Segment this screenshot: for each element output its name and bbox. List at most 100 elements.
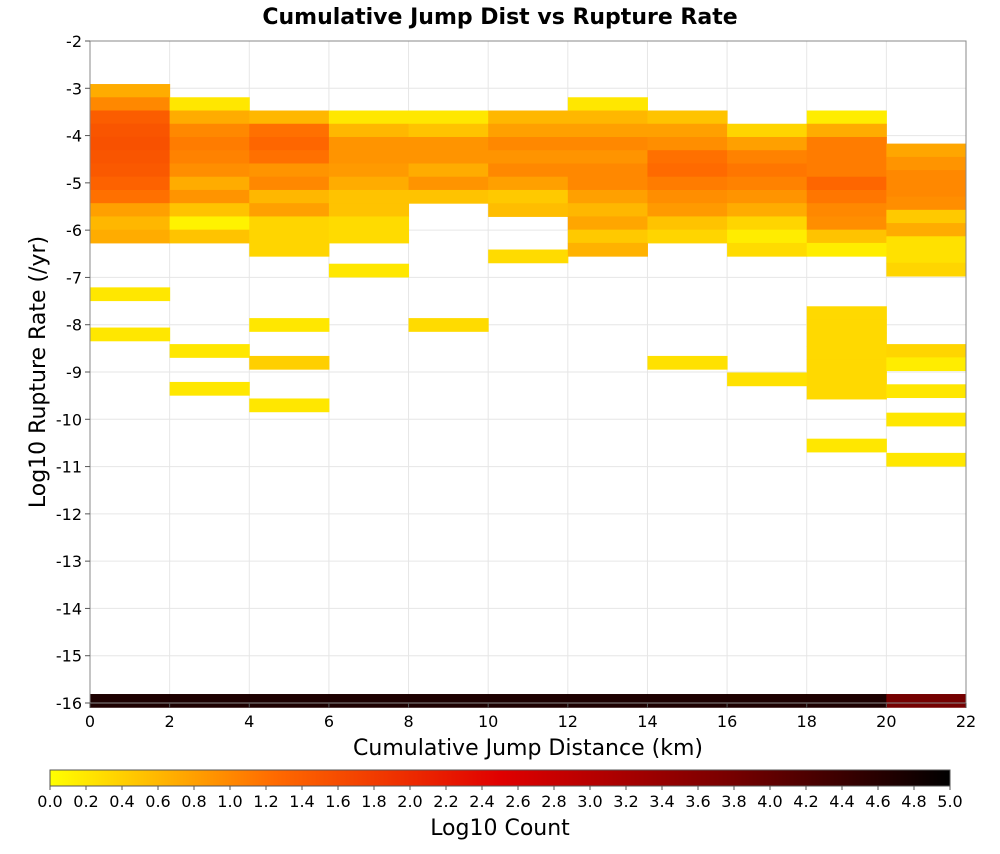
- heatmap-cell: [886, 143, 967, 158]
- heatmap-cell: [567, 694, 648, 708]
- heatmap-cell: [727, 163, 808, 178]
- heatmap-cell: [567, 216, 648, 231]
- colorbar-tick-label: 3.8: [721, 792, 746, 811]
- heatmap-cell: [249, 694, 330, 708]
- x-axis-label: Cumulative Jump Distance (km): [353, 736, 703, 761]
- heatmap-cell: [328, 694, 410, 708]
- heatmap-cell: [567, 123, 648, 138]
- heatmap-cell: [806, 345, 887, 360]
- heatmap-cell: [169, 189, 250, 204]
- heatmap-cell: [408, 110, 489, 125]
- heatmap-cell: [806, 319, 887, 334]
- heatmap-cell: [90, 287, 171, 302]
- heatmap-cell: [90, 216, 171, 231]
- heatmap-cell: [806, 372, 887, 387]
- colorbar-tick-label: 4.8: [901, 792, 926, 811]
- heatmap-cell: [567, 150, 648, 164]
- heatmap-cell: [408, 318, 489, 332]
- x-tick-label: 6: [324, 712, 334, 731]
- colorbar-tick-label: 1.4: [289, 792, 314, 811]
- heatmap-cell: [806, 332, 887, 347]
- heatmap-cell: [90, 163, 171, 178]
- heatmap-cell: [727, 229, 808, 244]
- heatmap-cell: [806, 385, 887, 400]
- y-tick-label: -5: [66, 174, 82, 193]
- colorbar-tick-label: 0.0: [37, 792, 62, 811]
- heatmap-cell: [567, 229, 648, 244]
- colorbar-ticks: 0.0 0.2 0.4 0.6 0.8 1.0 1.2 1.4 1.6 1.8 2.0 2.2 2.4 2…: [37, 786, 963, 811]
- colorbar-tick-label: 1.8: [361, 792, 386, 811]
- heatmap-cell: [249, 110, 330, 125]
- heatmap-cell: [886, 384, 967, 399]
- heatmap-cell: [727, 189, 808, 204]
- heatmap-cell: [249, 216, 330, 231]
- y-tick-label: -8: [66, 316, 82, 335]
- colorbar-tick-label: 2.2: [433, 792, 458, 811]
- heatmap-cell: [727, 123, 808, 138]
- heatmap-cell: [647, 163, 728, 178]
- colorbar-tick-label: 2.4: [469, 792, 494, 811]
- colorbar-tick-label: 3.0: [577, 792, 602, 811]
- colorbar-tick-label: 2.0: [397, 792, 422, 811]
- colorbar-tick-label: 3.2: [613, 792, 638, 811]
- heatmap-cell: [488, 123, 569, 138]
- heatmap-cell: [328, 229, 410, 244]
- heatmap-cell: [249, 136, 330, 151]
- heatmap-cell: [488, 694, 569, 708]
- x-tick-label: 12: [558, 712, 578, 731]
- heatmap-cell: [806, 438, 887, 453]
- y-tick-label: -4: [66, 127, 82, 146]
- heatmap-cell: [488, 150, 569, 164]
- heatmap-cell: [806, 216, 887, 231]
- heatmap-cell: [328, 123, 410, 138]
- heatmap-cell: [886, 196, 967, 211]
- heatmap-cell: [567, 176, 648, 191]
- heatmap-cell: [727, 203, 808, 217]
- heatmap-cell: [169, 123, 250, 138]
- heatmap-cell: [647, 176, 728, 191]
- heatmap-cell: [806, 163, 887, 178]
- y-tick-label: -3: [66, 79, 82, 98]
- heatmap-cell: [886, 412, 967, 427]
- heatmap-cell: [90, 136, 171, 151]
- heatmap-cell: [328, 163, 410, 178]
- heatmap-cell: [886, 357, 967, 372]
- colorbar-tick-label: 0.8: [181, 792, 206, 811]
- heatmap-cell: [886, 236, 967, 251]
- heatmap-cell: [886, 183, 967, 198]
- heatmap-cell: [328, 216, 410, 231]
- heatmap-cell: [169, 203, 250, 217]
- y-tick-label: -2: [66, 32, 82, 51]
- heatmap-cell: [567, 136, 648, 151]
- heatmap-cell: [727, 216, 808, 231]
- colorbar-tick-label: 0.4: [109, 792, 134, 811]
- heatmap-cell: [647, 150, 728, 164]
- heatmap-cell: [806, 176, 887, 191]
- x-tick-label: 18: [797, 712, 817, 731]
- heatmap-cell: [727, 694, 808, 708]
- y-tick-label: -7: [66, 268, 82, 287]
- heatmap-cell: [886, 249, 967, 264]
- colorbar-label: Log10 Count: [430, 816, 570, 841]
- colorbar: [49, 769, 951, 787]
- heatmap-cell: [567, 110, 648, 125]
- heatmap-cell: [90, 327, 171, 342]
- y-tick-label: -15: [56, 647, 82, 666]
- heatmap-cell: [328, 189, 410, 204]
- heatmap-cell: [647, 123, 728, 138]
- chart-title: Cumulative Jump Dist vs Rupture Rate: [262, 5, 737, 30]
- heatmap-cell: [408, 150, 489, 164]
- heatmap-cell: [886, 694, 967, 708]
- colorbar-tick-label: 4.6: [865, 792, 890, 811]
- y-tick-label: -16: [56, 694, 82, 713]
- heatmap-cell: [249, 229, 330, 244]
- heatmap-cell: [806, 694, 887, 708]
- heatmap-cell: [647, 694, 728, 708]
- heatmap-cell: [328, 136, 410, 151]
- x-tick-label: 16: [717, 712, 737, 731]
- colorbar-tick-label: 5.0: [937, 792, 962, 811]
- heatmap-cell: [169, 163, 250, 178]
- colorbar-tick-label: 3.6: [685, 792, 710, 811]
- heatmap-cell: [488, 110, 569, 125]
- heatmap-cell: [169, 136, 250, 151]
